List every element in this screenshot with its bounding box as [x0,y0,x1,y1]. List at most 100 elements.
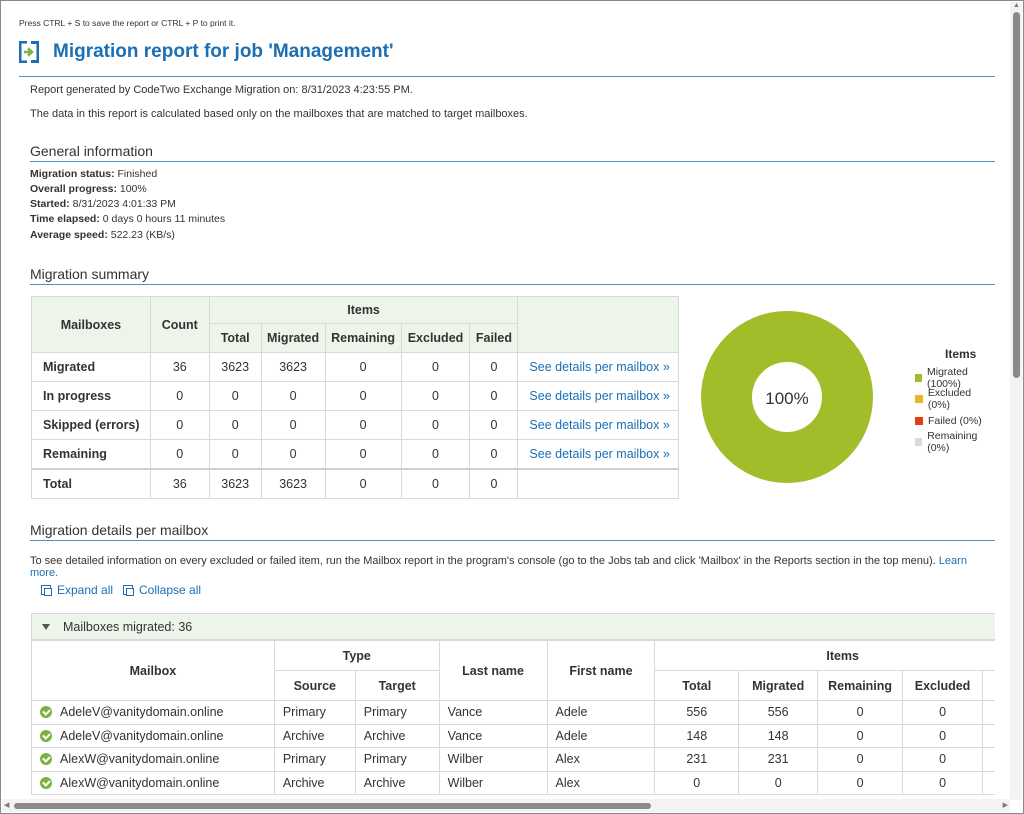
mailbox-address: AdeleV@vanitydomain.online [60,705,224,720]
col-excluded: Excluded [902,670,984,701]
scroll-left-icon[interactable]: ◀ [4,802,10,809]
cell: Alex [546,747,656,772]
legend-item-excluded: Excluded (0%) [915,387,995,412]
col-remaining: Remaining [817,670,904,701]
cell: 556 [738,700,819,725]
summary-table: Mailboxes Count Items Total Migrated Rem… [31,296,679,499]
items-donut-chart: 100% [701,311,873,483]
horizontal-scrollbar[interactable]: ◀ ▶ [2,799,1010,812]
donut-legend: Items Migrated (100%) Excluded (0%) Fail… [915,347,995,454]
col-type: Type [273,640,440,671]
collapse-all-button[interactable]: Collapse all [123,583,201,597]
cell: Primary [273,747,356,772]
table-row: AlexW@vanitydomain.online Archive Archiv… [31,770,995,795]
cell: Archive [354,723,440,748]
scroll-up-icon[interactable]: ▲ [1013,2,1020,9]
legend-label: Excluded (0%) [927,387,972,412]
mailbox-address: AdeleV@vanitydomain.online [60,728,224,743]
cell: Archive [273,770,356,795]
col-target: Target [354,670,440,701]
cell: 0 [902,770,984,795]
expand-all-label: Expand all [57,583,114,597]
col-failed: F [982,670,995,701]
cell: 0 [324,439,402,469]
cell: 148 [738,723,819,748]
cell: 3623 [260,467,326,499]
cell: 0 [817,700,904,725]
summary-row-skipped: Skipped (errors) 0 0 0 0 0 0 See details… [31,410,679,440]
success-check-icon [40,776,52,789]
col-remaining: Remaining [324,323,402,353]
mailbox-address: AlexW@vanitydomain.online [60,775,220,790]
cell: 0 [469,410,519,440]
expand-all-button[interactable]: Expand all [41,583,113,597]
legend-item-failed: Failed (0%) [915,410,995,432]
summary-divider [30,284,995,285]
table-row: AdeleV@vanitydomain.online Archive Archi… [31,723,995,748]
mailbox-address: AlexW@vanitydomain.online [60,752,220,767]
horizontal-scroll-thumb[interactable] [14,803,651,809]
details-link-in-progress[interactable]: See details per mailbox » [517,381,679,411]
cell: 231 [654,747,740,772]
generated-prefix: Report generated by [30,84,134,96]
cell: 0 [400,410,471,440]
success-check-icon [40,753,52,766]
legend-swatch [915,373,922,382]
cell: Wilber [438,747,548,772]
col-mailbox: Mailbox [31,640,275,701]
cell: 0 [902,747,984,772]
row-label: Skipped (errors) [31,410,151,440]
cell: Archive [273,723,356,748]
general-divider [30,161,995,162]
group-header-migrated[interactable]: Mailboxes migrated: 36 [31,613,995,640]
kv-label: Migration status: [30,168,115,180]
scroll-right-icon[interactable]: ▶ [1002,802,1008,809]
details-link-migrated[interactable]: See details per mailbox » [517,352,679,382]
col-migrated: Migrated [738,670,819,701]
time-elapsed: Time elapsed: 0 days 0 hours 11 minutes [30,213,225,225]
cell [982,747,995,772]
cell: Archive [354,770,440,795]
summary-row-total: Total 36 3623 3623 0 0 0 [31,467,679,499]
product-name: CodeTwo Exchange Migration [133,84,281,96]
learn-more-link[interactable]: Learn more. [30,555,967,579]
title-row: Migration report for job 'Management' [19,39,394,65]
cell: Primary [354,700,440,725]
cell: 0 [469,439,519,469]
collapse-triangle-icon[interactable] [42,623,50,630]
mailbox-details-table: Mailbox Type Last name First name Items … [31,640,995,795]
cell: 0 [400,439,471,469]
cell: 0 [324,410,402,440]
details-info: To see detailed information on every exc… [30,555,995,579]
cell: 0 [400,381,471,411]
cell: 0 [149,381,210,411]
col-items: Items [208,296,519,324]
col-migrated: Migrated [260,323,326,353]
details-link-skipped[interactable]: See details per mailbox » [517,410,679,440]
success-check-icon [40,729,52,742]
cell: Vance [438,723,548,748]
report-note: The data in this report is calculated ba… [30,108,528,120]
cell: 0 [738,770,819,795]
kv-value: 0 days 0 hours 11 minutes [99,213,226,225]
col-total: Total [654,670,740,701]
col-total: Total [208,323,262,353]
details-link-remaining[interactable]: See details per mailbox » [517,439,679,469]
group-label: Mailboxes migrated: 36 [63,619,193,634]
kv-value: 522.23 (KB/s) [107,229,175,241]
kv-label: Started: [30,198,70,210]
cell: 0 [469,467,519,499]
mailbox-cell: AdeleV@vanitydomain.online [31,700,275,725]
migration-status: Migration status: Finished [30,168,157,180]
vertical-scrollbar[interactable]: ▲ [1010,2,1022,800]
donut-svg: 100% [701,311,873,483]
cell: 0 [469,381,519,411]
table-row: AdeleV@vanitydomain.online Primary Prima… [31,700,995,725]
cell: 0 [902,723,984,748]
started: Started: 8/31/2023 4:01:33 PM [30,198,176,210]
vertical-scroll-thumb[interactable] [1013,12,1020,378]
cell: 0 [208,439,262,469]
cell: Primary [273,700,356,725]
cell [982,770,995,795]
